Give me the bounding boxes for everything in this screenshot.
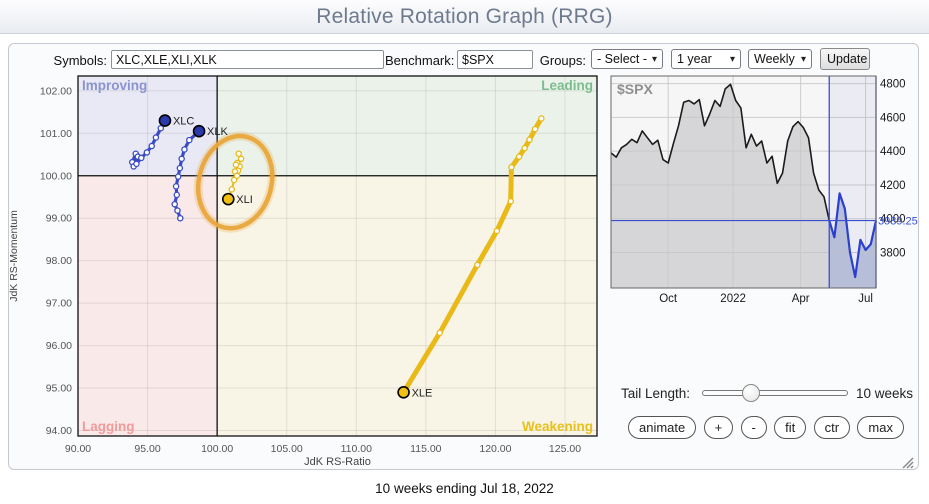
tail-length-label: Tail Length: — [620, 386, 690, 401]
svg-text:100.00: 100.00 — [40, 170, 72, 182]
period-select[interactable]: 1 year ▾ — [671, 49, 741, 69]
svg-text:110.00: 110.00 — [341, 443, 372, 455]
quadrant-improving — [78, 76, 218, 176]
rrg-head-XLK[interactable] — [192, 124, 206, 138]
svg-text:2022: 2022 — [720, 293, 746, 305]
rrg-symbol-label-XLI: XLI — [236, 194, 253, 206]
title-bar: Relative Rotation Graph (RRG) — [0, 0, 929, 34]
benchmark-input[interactable] — [457, 50, 533, 69]
spx-tail-period-highlight — [829, 76, 876, 288]
spx-chart-title: $SPX — [617, 81, 653, 97]
animate-button[interactable]: animate — [628, 416, 697, 439]
svg-text:102.00: 102.00 — [40, 85, 72, 97]
groups-select[interactable]: - Select - ▾ — [591, 49, 663, 69]
rrg-y-axis-title: JdK RS-Momentum — [8, 210, 20, 302]
rrg-chart[interactable]: Improving Leading Lagging Weakening XLC XLK XL… — [0, 70, 610, 474]
quadrant-label-leading: Leading — [541, 78, 593, 93]
svg-text:4800: 4800 — [880, 79, 906, 91]
chart-button-row: animate + - fit ctr max — [628, 416, 904, 439]
rrg-symbol-label-XLE: XLE — [412, 387, 433, 399]
spx-price-line-highlight — [828, 192, 878, 279]
groups-label: Groups: — [539, 53, 586, 68]
svg-text:96.00: 96.00 — [46, 340, 72, 352]
rrg-tail-XLK: XLK — [171, 124, 229, 222]
rrg-head-XLC[interactable] — [158, 114, 172, 127]
tail-length-slider[interactable] — [702, 384, 848, 402]
zoom-out-button[interactable]: - — [740, 416, 767, 439]
spx-benchmark-chart[interactable]: 3800 4000 4200 4400 4600 4800 Oct 2022 Apr Jul 398… — [605, 70, 929, 310]
chevron-down-icon: ▾ — [729, 53, 735, 65]
groups-select-value: - Select - — [597, 52, 648, 66]
period-select-value: 1 year — [677, 52, 712, 66]
svg-text:3800: 3800 — [880, 248, 906, 260]
svg-text:101.00: 101.00 — [40, 128, 72, 140]
svg-text:95.00: 95.00 — [134, 443, 160, 455]
chevron-down-icon: ▾ — [651, 53, 657, 65]
svg-text:99.00: 99.00 — [46, 213, 72, 225]
frequency-select[interactable]: Weekly ▾ — [748, 49, 812, 69]
quadrant-label-improving: Improving — [82, 78, 147, 93]
svg-text:Apr: Apr — [792, 293, 810, 305]
svg-text:125.00: 125.00 — [549, 443, 581, 455]
rrg-symbol-label-XLC: XLC — [173, 116, 194, 128]
slider-thumb[interactable] — [742, 384, 760, 402]
quadrant-lagging — [78, 175, 218, 436]
svg-text:97.00: 97.00 — [46, 298, 72, 310]
svg-text:4000: 4000 — [880, 214, 906, 226]
svg-text:4600: 4600 — [880, 112, 906, 124]
zoom-in-button[interactable]: + — [703, 416, 734, 439]
tail-length-value: 10 weeks — [856, 386, 914, 401]
quadrant-label-lagging: Lagging — [82, 419, 135, 434]
svg-text:Jul: Jul — [858, 293, 873, 305]
svg-text:98.00: 98.00 — [46, 255, 72, 267]
slider-track[interactable] — [702, 390, 848, 396]
highlight-ellipse-annotation — [193, 131, 277, 233]
svg-text:4400: 4400 — [880, 146, 906, 158]
rrg-tail-XLI: XLI — [221, 150, 253, 206]
spx-price-line — [610, 83, 830, 221]
max-button[interactable]: max — [857, 416, 904, 439]
svg-text:115.00: 115.00 — [410, 443, 441, 455]
svg-text:94.00: 94.00 — [46, 425, 72, 437]
ctr-button[interactable]: ctr — [813, 416, 851, 439]
symbols-label: Symbols: — [53, 53, 107, 68]
chevron-down-icon: ▾ — [800, 53, 806, 65]
rrg-head-XLE[interactable] — [397, 385, 410, 399]
spx-last-price-label: 3989.25 — [878, 216, 918, 228]
svg-text:100.00: 100.00 — [201, 443, 233, 455]
symbols-input[interactable] — [111, 50, 384, 69]
rrg-x-axis-title: JdK RS-Ratio — [304, 456, 371, 468]
svg-text:105.00: 105.00 — [271, 443, 303, 455]
svg-text:4200: 4200 — [880, 180, 906, 192]
page-title: Relative Rotation Graph (RRG) — [316, 4, 613, 28]
svg-text:120.00: 120.00 — [479, 443, 511, 455]
svg-text:Oct: Oct — [659, 293, 678, 305]
footer-caption: 10 weeks ending Jul 18, 2022 — [375, 481, 554, 496]
quadrant-label-weakening: Weakening — [522, 419, 593, 434]
svg-text:95.00: 95.00 — [46, 383, 72, 395]
rrg-tail-XLE: XLE — [397, 115, 545, 399]
quadrant-leading — [217, 76, 597, 176]
rrg-symbol-label-XLK: XLK — [207, 126, 228, 138]
update-button[interactable]: Update — [820, 48, 870, 70]
frequency-select-value: Weekly — [754, 52, 795, 66]
rrg-head-XLI[interactable] — [221, 192, 235, 206]
resize-grip[interactable] — [899, 454, 915, 470]
rrg-tail-XLC: XLC — [129, 114, 194, 170]
svg-text:90.00: 90.00 — [65, 443, 91, 455]
fit-button[interactable]: fit — [774, 416, 807, 439]
benchmark-label: Benchmark: — [385, 53, 455, 68]
